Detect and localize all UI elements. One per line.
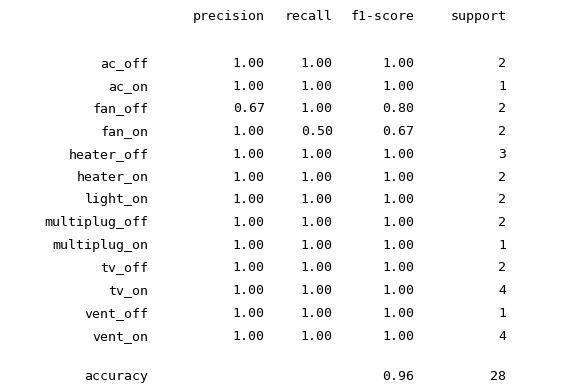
Text: precision: precision (193, 10, 265, 23)
Text: 1.00: 1.00 (233, 216, 265, 229)
Text: 1.00: 1.00 (301, 171, 333, 183)
Text: 28: 28 (491, 370, 506, 383)
Text: 1.00: 1.00 (233, 125, 265, 138)
Text: multiplug_on: multiplug_on (52, 239, 148, 252)
Text: 1.00: 1.00 (382, 193, 414, 206)
Text: 1.00: 1.00 (233, 148, 265, 161)
Text: 1.00: 1.00 (382, 171, 414, 183)
Text: 1.00: 1.00 (233, 261, 265, 274)
Text: 1.00: 1.00 (382, 239, 414, 252)
Text: light_on: light_on (84, 193, 148, 206)
Text: 1.00: 1.00 (382, 261, 414, 274)
Text: 2: 2 (498, 171, 506, 183)
Text: fan_on: fan_on (101, 125, 148, 138)
Text: multiplug_off: multiplug_off (44, 216, 148, 229)
Text: 1.00: 1.00 (301, 261, 333, 274)
Text: 1: 1 (498, 239, 506, 252)
Text: 1.00: 1.00 (301, 216, 333, 229)
Text: 1.00: 1.00 (301, 80, 333, 93)
Text: 1.00: 1.00 (301, 330, 333, 343)
Text: vent_on: vent_on (93, 330, 148, 343)
Text: 2: 2 (498, 193, 506, 206)
Text: heater_off: heater_off (69, 148, 148, 161)
Text: 1.00: 1.00 (233, 330, 265, 343)
Text: ac_off: ac_off (101, 57, 148, 70)
Text: 1.00: 1.00 (233, 57, 265, 70)
Text: 2: 2 (498, 125, 506, 138)
Text: 2: 2 (498, 102, 506, 115)
Text: 1.00: 1.00 (301, 284, 333, 297)
Text: f1-score: f1-score (350, 10, 414, 23)
Text: 1.00: 1.00 (382, 80, 414, 93)
Text: 1.00: 1.00 (301, 102, 333, 115)
Text: 1.00: 1.00 (233, 307, 265, 320)
Text: 1.00: 1.00 (233, 239, 265, 252)
Text: 0.67: 0.67 (233, 102, 265, 115)
Text: 1.00: 1.00 (301, 193, 333, 206)
Text: 0.67: 0.67 (382, 125, 414, 138)
Text: 2: 2 (498, 57, 506, 70)
Text: 1.00: 1.00 (382, 148, 414, 161)
Text: heater_on: heater_on (76, 171, 148, 183)
Text: 1.00: 1.00 (233, 80, 265, 93)
Text: recall: recall (285, 10, 333, 23)
Text: vent_off: vent_off (84, 307, 148, 320)
Text: 1.00: 1.00 (382, 57, 414, 70)
Text: 4: 4 (498, 330, 506, 343)
Text: 1.00: 1.00 (301, 307, 333, 320)
Text: 1.00: 1.00 (382, 216, 414, 229)
Text: 1.00: 1.00 (233, 171, 265, 183)
Text: 3: 3 (498, 148, 506, 161)
Text: 1.00: 1.00 (382, 284, 414, 297)
Text: support: support (450, 10, 506, 23)
Text: 2: 2 (498, 216, 506, 229)
Text: 1.00: 1.00 (301, 239, 333, 252)
Text: 2: 2 (498, 261, 506, 274)
Text: 1.00: 1.00 (233, 193, 265, 206)
Text: tv_on: tv_on (108, 284, 148, 297)
Text: 4: 4 (498, 284, 506, 297)
Text: 0.80: 0.80 (382, 102, 414, 115)
Text: 1.00: 1.00 (382, 307, 414, 320)
Text: tv_off: tv_off (101, 261, 148, 274)
Text: 1.00: 1.00 (382, 330, 414, 343)
Text: 1.00: 1.00 (301, 148, 333, 161)
Text: 1: 1 (498, 307, 506, 320)
Text: 1.00: 1.00 (301, 57, 333, 70)
Text: 0.50: 0.50 (301, 125, 333, 138)
Text: 1.00: 1.00 (233, 284, 265, 297)
Text: accuracy: accuracy (84, 370, 148, 383)
Text: fan_off: fan_off (93, 102, 148, 115)
Text: 0.96: 0.96 (382, 370, 414, 383)
Text: 1: 1 (498, 80, 506, 93)
Text: ac_on: ac_on (108, 80, 148, 93)
